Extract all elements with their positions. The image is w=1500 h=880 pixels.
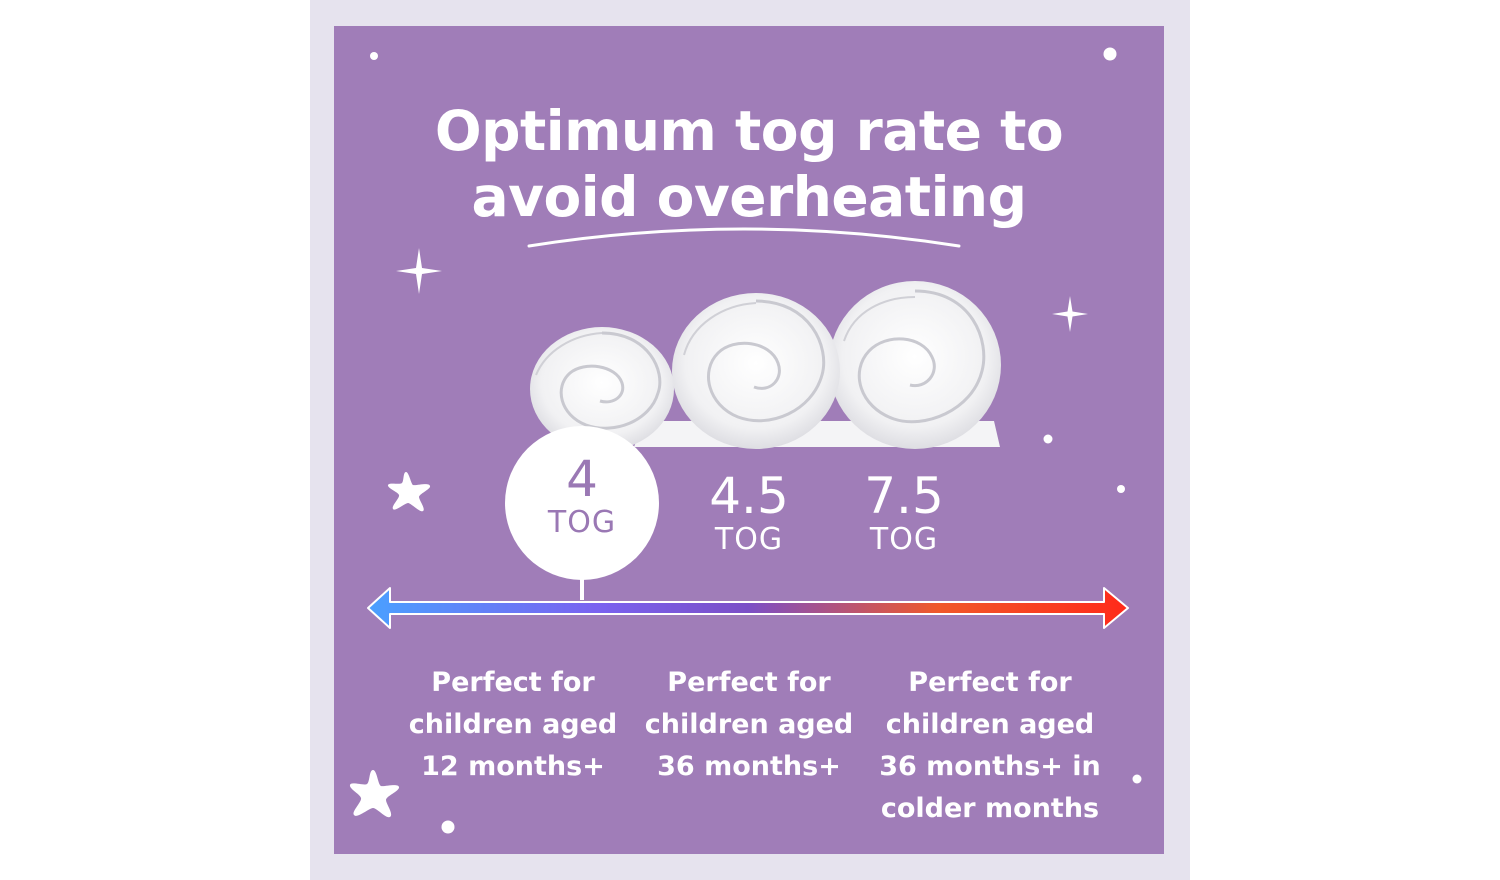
sparkle-icon [396,248,442,294]
dot-icon [441,820,455,834]
title-underline-arc [527,227,961,248]
tog-description-4: Perfect for children aged 12 months+ [398,662,628,788]
rolled-duvet-icon [829,281,1001,449]
description-line: children aged [885,709,1095,740]
tog-value: 4.5 [709,467,789,525]
star-icon [349,770,400,818]
rolled-duvet-icon [672,293,840,449]
dot-icon [1043,434,1053,444]
tog-value: 4 [566,450,598,508]
dot-icon [1132,774,1142,784]
rolled-duvet-icon [530,327,674,451]
tog-option-7-5: 7.5 TOG [824,469,984,557]
description-line: 36 months+ [657,751,841,782]
tog-description-4-5: Perfect for children aged 36 months+ [634,662,864,788]
description-line: colder months [880,793,1100,824]
description-line: 36 months+ in [879,751,1101,782]
tog-description-7-5: Perfect for children aged 36 months+ in … [875,662,1105,830]
selected-tog-pointer [580,578,584,600]
tog-unit: TOG [869,522,939,557]
description-line: Perfect for [908,667,1072,698]
dot-icon [1103,47,1117,61]
description-line: Perfect for [667,667,831,698]
tog-option-4-5: 4.5 TOG [669,469,829,557]
title-line-1: Optimum tog rate to [434,99,1064,163]
page-title: Optimum tog rate to avoid overheating [334,98,1164,230]
sparkle-icon [1052,296,1088,332]
tog-option-4: 4 TOG [502,452,662,540]
description-line: 12 months+ [421,751,605,782]
infographic-panel: Optimum tog rate to avoid overheating [334,26,1164,854]
description-line: children aged [408,709,618,740]
tog-unit: TOG [714,522,784,557]
dot-icon [370,52,378,60]
title-line-2: avoid overheating [471,165,1027,229]
tog-value: 7.5 [864,467,944,525]
dot-icon [1117,485,1125,493]
description-line: Perfect for [431,667,595,698]
tog-unit: TOG [547,505,617,540]
double-arrow-scale-icon [367,587,1129,629]
description-line: children aged [644,709,854,740]
star-icon [387,472,431,512]
rolled-duvets-illustration [530,281,1001,451]
selected-tog-bubble [505,426,659,580]
